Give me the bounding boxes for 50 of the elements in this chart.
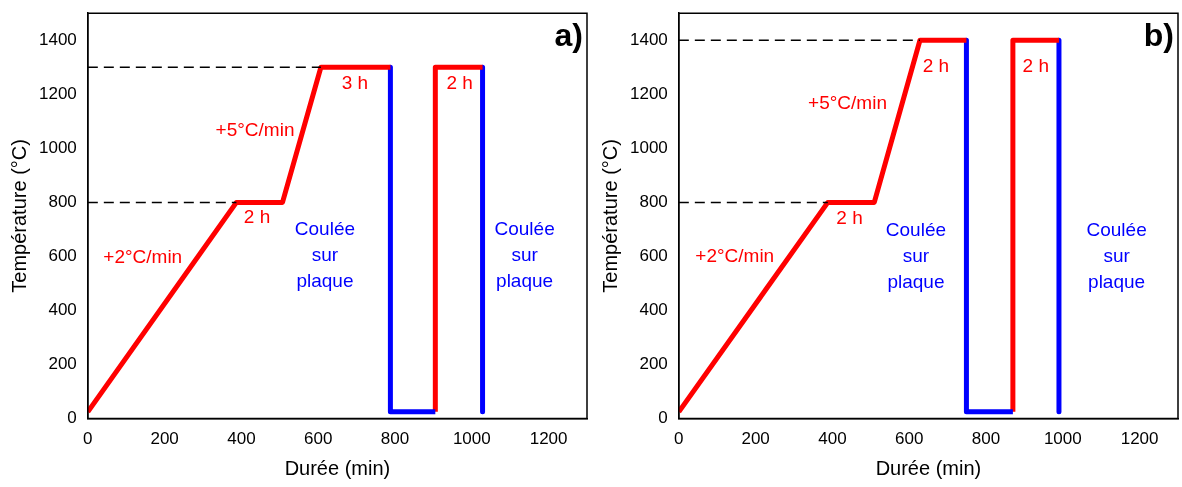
x-tick-label: 200 xyxy=(150,429,179,449)
annotation: 2 h xyxy=(922,54,950,76)
annotation: +5°C/min xyxy=(808,91,887,113)
annotation: Coulée sur plaque xyxy=(494,218,555,292)
x-tick-label: 600 xyxy=(304,429,333,449)
y-tick-label: 1000 xyxy=(629,138,668,158)
x-tick-label: 0 xyxy=(674,429,684,449)
y-tick-label: 1400 xyxy=(629,29,668,49)
y-tick-label: 400 xyxy=(48,300,77,320)
annotation: 2 h xyxy=(1022,54,1049,76)
y-tick-label: 0 xyxy=(67,408,77,428)
y-axis-title: Température (°C) xyxy=(7,139,30,293)
annotation: 2 h xyxy=(446,71,473,93)
x-tick-label: 1200 xyxy=(1120,429,1159,449)
y-tick-label: 1200 xyxy=(629,83,668,103)
x-axis-title: Durée (min) xyxy=(875,456,982,479)
annotation: 2 h xyxy=(243,206,271,228)
y-tick-label: 1400 xyxy=(38,29,77,49)
x-tick-label: 400 xyxy=(227,429,256,449)
x-tick-label: 800 xyxy=(380,429,410,449)
y-axis-title: Température (°C) xyxy=(598,139,621,293)
annotation: +5°C/min xyxy=(215,119,295,141)
x-tick-label: 600 xyxy=(895,429,924,449)
x-tick-label: 400 xyxy=(818,429,847,449)
x-tick-label: 1200 xyxy=(529,429,568,449)
annotation: +2°C/min xyxy=(695,244,775,266)
x-tick-label: 800 xyxy=(971,429,1001,449)
y-tick-label: 0 xyxy=(658,408,668,428)
x-tick-label: 0 xyxy=(83,429,93,449)
y-tick-label: 800 xyxy=(48,192,77,212)
x-tick-label: 200 xyxy=(741,429,770,449)
y-tick-label: 1200 xyxy=(38,83,77,103)
annotation: a) xyxy=(554,17,583,54)
y-tick-label: 600 xyxy=(639,246,668,266)
annotation: 3 h xyxy=(341,71,369,93)
y-tick-label: 600 xyxy=(48,246,77,266)
y-tick-label: 400 xyxy=(639,300,668,320)
y-tick-label: 800 xyxy=(639,192,668,212)
annotation: 2 h xyxy=(836,207,863,229)
annotation: Coulée sur plaque xyxy=(1086,218,1147,292)
annotation: b) xyxy=(1143,17,1174,54)
x-tick-label: 1000 xyxy=(1043,429,1082,449)
y-tick-label: 200 xyxy=(639,354,668,374)
annotation: Coulée sur plaque xyxy=(294,218,356,292)
x-tick-label: 1000 xyxy=(452,429,491,449)
annotation: Coulée sur plaque xyxy=(885,218,947,292)
annotation: +2°C/min xyxy=(103,245,183,267)
y-tick-label: 1000 xyxy=(38,138,77,158)
y-tick-label: 200 xyxy=(48,354,77,374)
x-axis-title: Durée (min) xyxy=(284,456,391,479)
